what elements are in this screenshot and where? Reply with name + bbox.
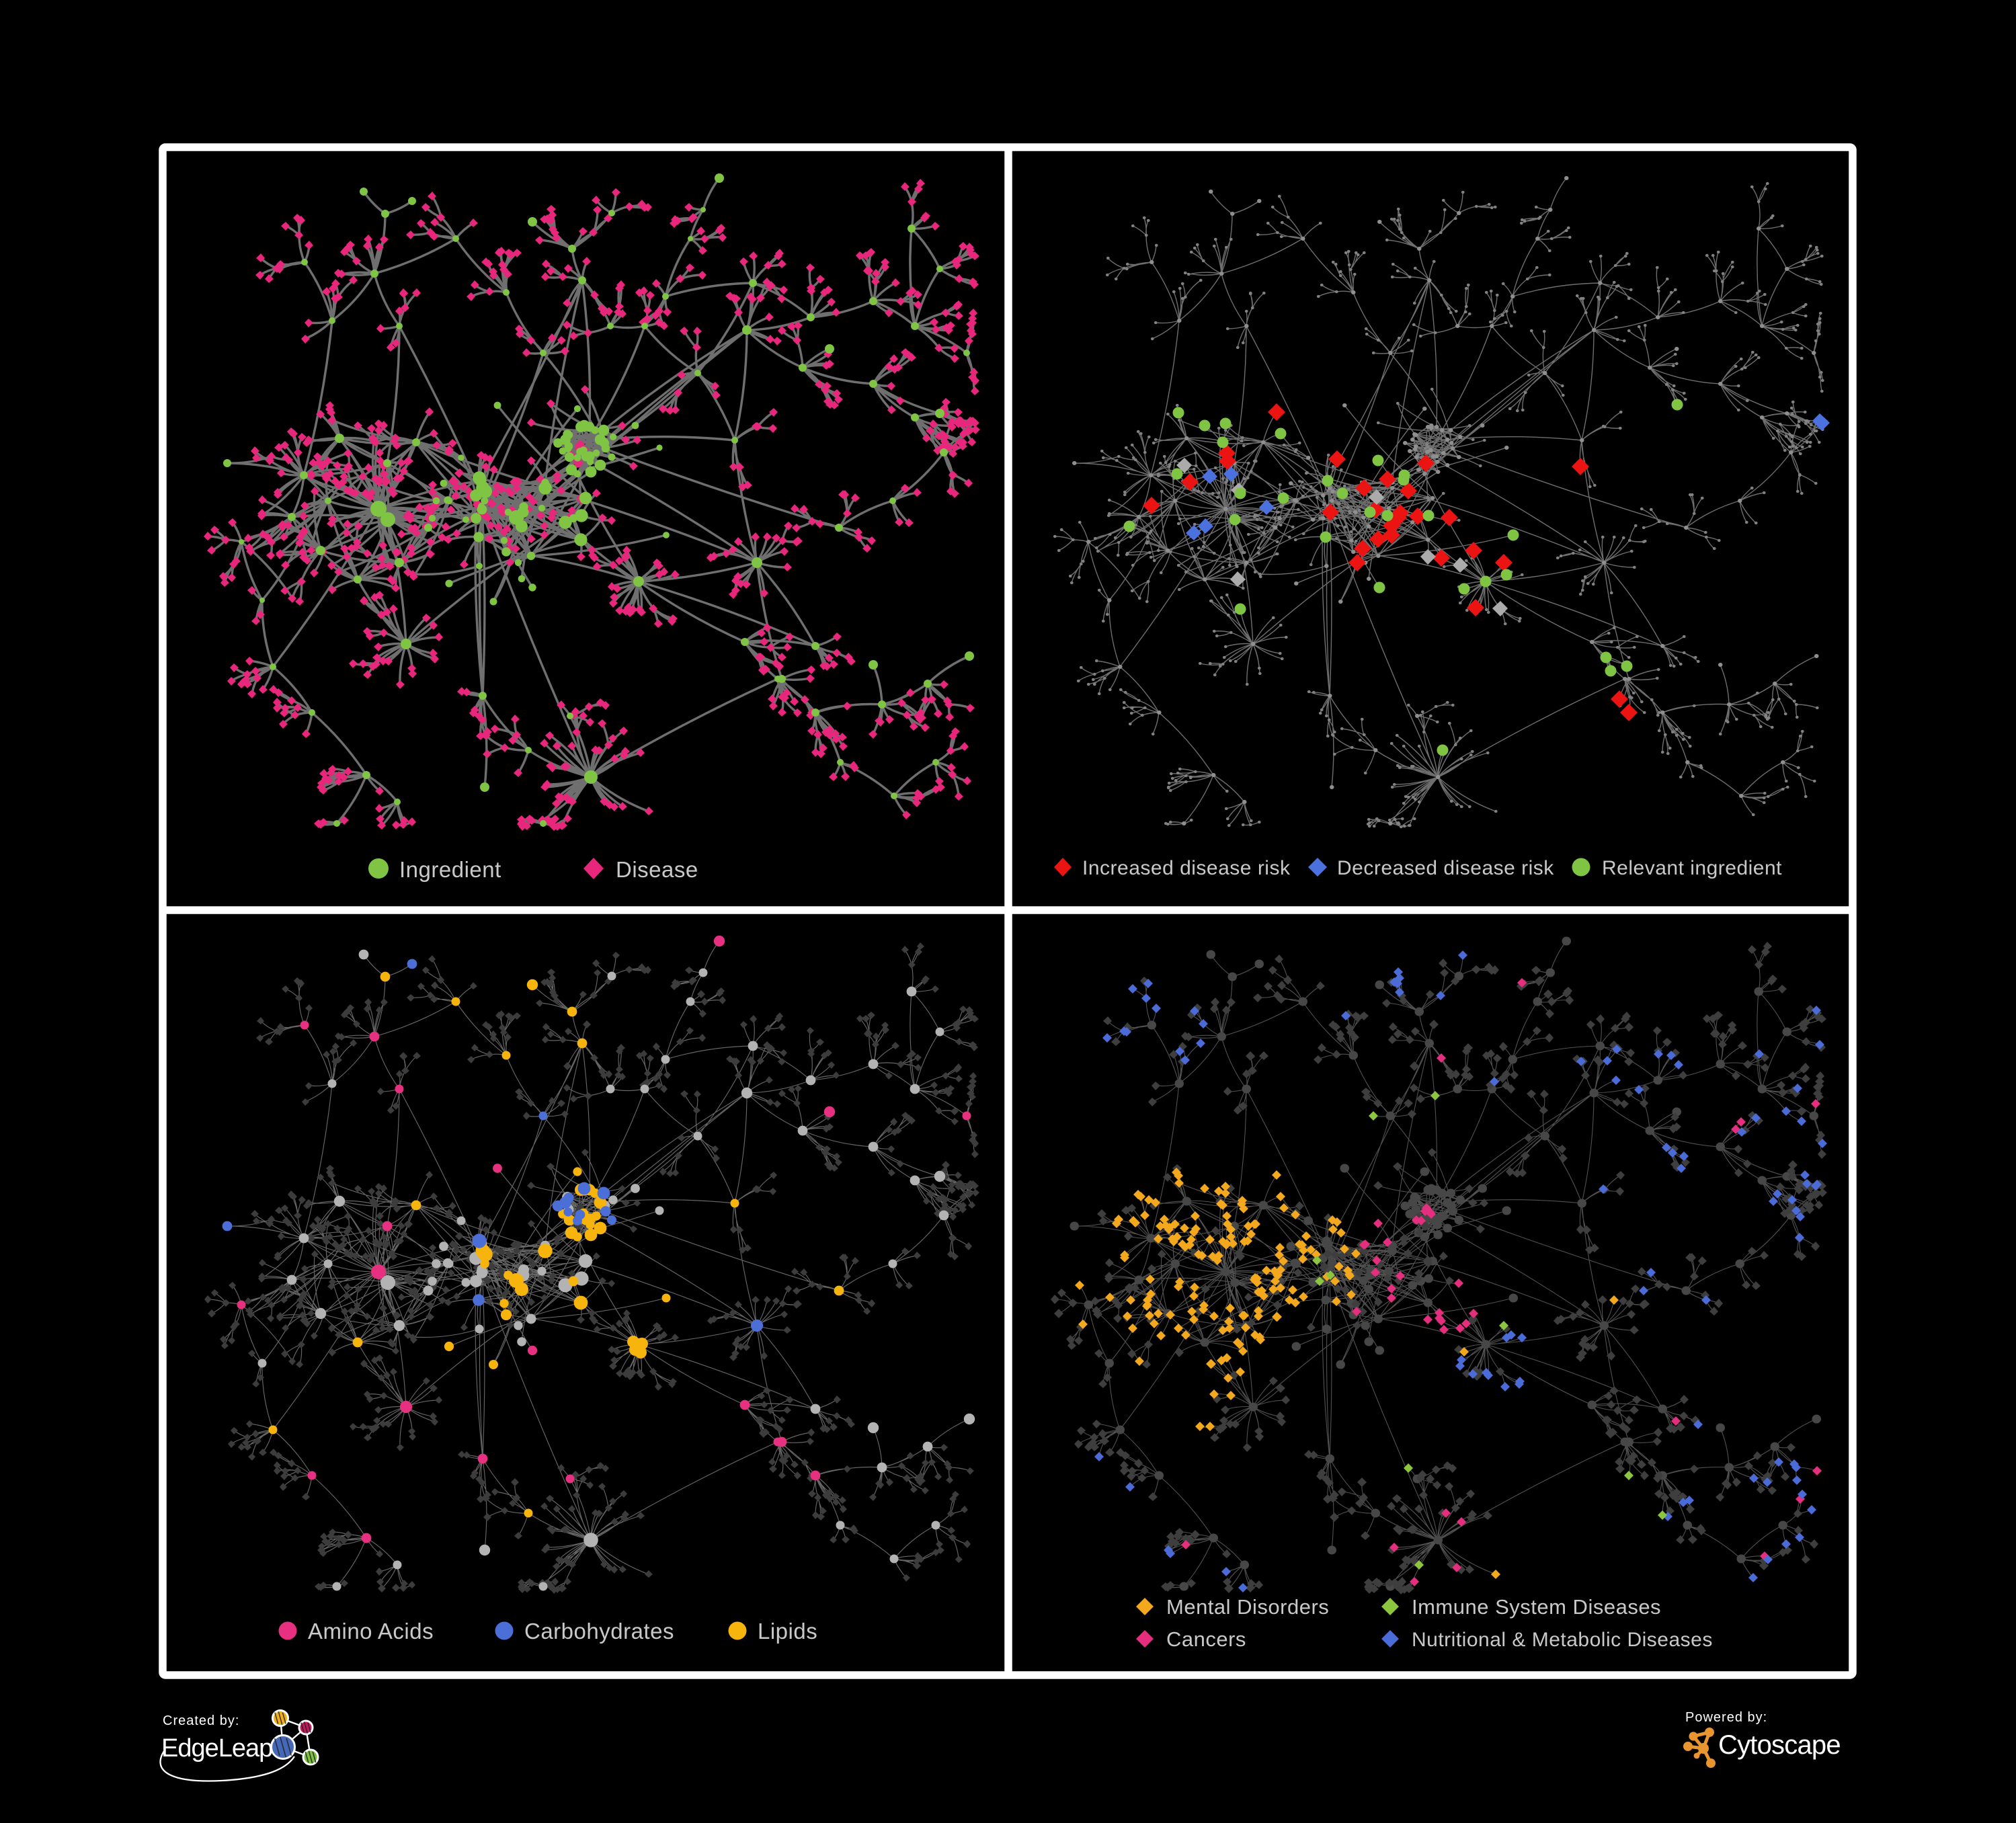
svg-text:Cancers: Cancers [1166, 1627, 1246, 1651]
svg-text:Created by:: Created by: [163, 1713, 239, 1728]
svg-text:EdgeLeap: EdgeLeap [161, 1734, 272, 1763]
svg-text:Amino Acids: Amino Acids [308, 1619, 434, 1644]
svg-text:Immune System Diseases: Immune System Diseases [1412, 1595, 1661, 1619]
svg-text:Cytoscape: Cytoscape [1718, 1730, 1841, 1760]
svg-text:Increased disease risk: Increased disease risk [1082, 857, 1291, 879]
svg-text:Nutritional & Metabolic Diseas: Nutritional & Metabolic Diseases [1412, 1629, 1713, 1651]
svg-text:Disease: Disease [616, 857, 698, 882]
svg-text:Carbohydrates: Carbohydrates [524, 1619, 674, 1644]
svg-text:Powered by:: Powered by: [1685, 1710, 1767, 1725]
svg-text:Mental Disorders: Mental Disorders [1166, 1595, 1329, 1619]
svg-text:Ingredient: Ingredient [399, 857, 501, 882]
svg-text:Lipids: Lipids [758, 1619, 817, 1644]
svg-text:Relevant ingredient: Relevant ingredient [1602, 857, 1782, 879]
svg-text:Decreased disease risk: Decreased disease risk [1337, 857, 1554, 879]
